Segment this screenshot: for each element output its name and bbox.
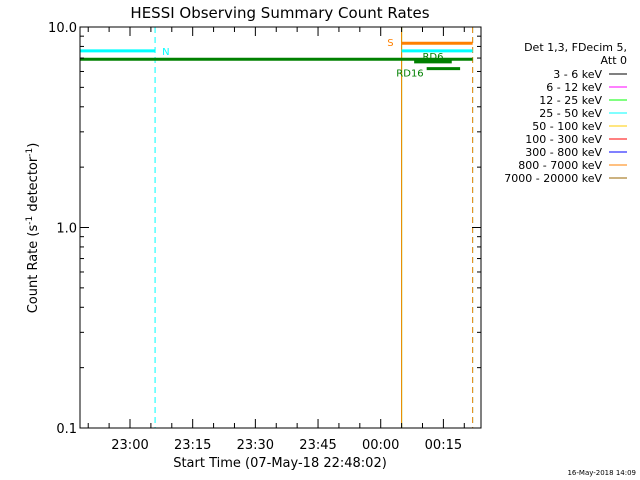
legend-label-2: 12 - 25 keV: [539, 94, 602, 107]
legend-label-0: 3 - 6 keV: [553, 68, 602, 81]
legend-label-8: 7000 - 20000 keV: [504, 172, 602, 185]
legend-label-7: 800 - 7000 keV: [518, 159, 602, 172]
flag-bar-label-5: RD16: [396, 69, 423, 80]
chart-title: HESSI Observing Summary Count Rates: [130, 4, 429, 22]
x-axis-ticks: 23:00 23:15 23:30 23:45 00:00 00:15: [87, 27, 465, 453]
flag-bar-label-2: S: [387, 38, 393, 49]
x-tick-label-5: 00:15: [425, 438, 462, 453]
x-tick-label-0: 23:00: [111, 438, 148, 453]
x-tick-label-1: 23:15: [174, 438, 211, 453]
y-axis-ticks: 0.1 1.0 10.0: [48, 21, 481, 437]
vertical-markers: [79, 27, 474, 428]
legend-label-6: 300 - 800 keV: [525, 146, 602, 159]
legend-header-line-0: Det 1,3, FDecim 5,: [524, 41, 627, 54]
x-axis-label: Start Time (07-May-18 22:48:02): [173, 456, 387, 471]
flag-bar-label-0: N: [162, 47, 169, 58]
legend-label-1: 6 - 12 keV: [546, 81, 602, 94]
x-tick-label-3: 23:45: [299, 438, 336, 453]
flag-bars: N S RD6 RD16: [80, 38, 473, 80]
y-axis-label: Count Rate (s-1 detector-1): [25, 143, 41, 314]
legend-label-4: 50 - 100 keV: [532, 120, 602, 133]
legend-label-3: 25 - 50 keV: [539, 107, 602, 120]
plot-frame: [79, 26, 482, 429]
legend-label-5: 100 - 300 keV: [525, 133, 602, 146]
flag-bar-label-4: RD6: [422, 52, 443, 63]
x-tick-label-4: 00:00: [362, 438, 399, 453]
legend-header-line-1: Att 0: [601, 54, 627, 67]
y-tick-label-0: 0.1: [56, 422, 77, 437]
y-tick-label-2: 10.0: [48, 21, 77, 36]
y-tick-label-1: 1.0: [56, 222, 77, 237]
timestamp: 16-May-2018 14:09: [567, 469, 636, 477]
x-tick-label-2: 23:30: [237, 438, 274, 453]
